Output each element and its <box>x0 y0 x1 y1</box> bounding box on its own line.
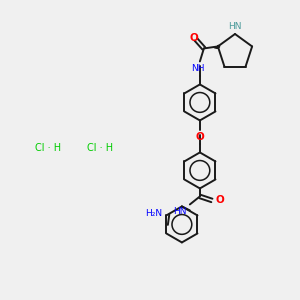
Text: HN: HN <box>173 207 187 216</box>
Text: HN: HN <box>228 22 242 31</box>
Text: O: O <box>190 33 198 43</box>
Text: H₂N: H₂N <box>145 209 162 218</box>
Text: Cl · H: Cl · H <box>87 143 113 153</box>
Text: O: O <box>196 132 204 142</box>
Text: O: O <box>216 195 225 206</box>
Text: Cl · H: Cl · H <box>35 143 61 153</box>
Text: NH: NH <box>191 64 205 74</box>
